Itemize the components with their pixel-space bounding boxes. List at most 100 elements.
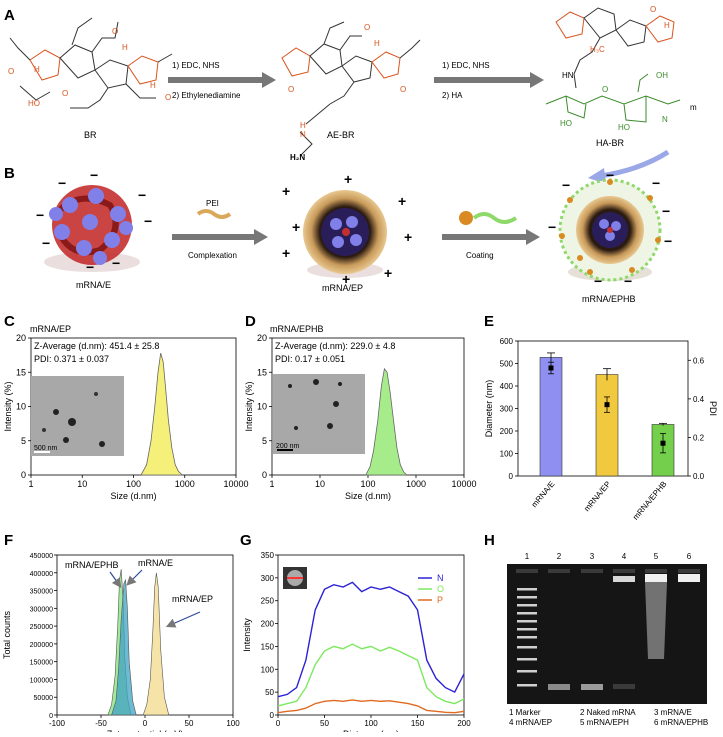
svg-text:−: − (138, 187, 146, 203)
svg-text:+: + (384, 265, 392, 281)
svg-text:−: − (90, 167, 98, 183)
y-tick-label: 250 (261, 597, 275, 606)
y-tick-label: 100 (261, 665, 275, 674)
svg-text:+: + (342, 271, 350, 287)
line-series-o (277, 643, 465, 707)
x-tick-label: -50 (95, 719, 107, 728)
pei-label: PEI (206, 199, 219, 208)
step1-line2: 2) Ethylenediamine (172, 91, 241, 100)
x-tick-label: 10000 (451, 479, 476, 489)
svg-text:N: N (300, 130, 306, 139)
y-tick-label: 0 (509, 472, 514, 481)
br-molecule (9, 17, 173, 109)
label-mrna-ephb: mRNA/EPHB (65, 560, 119, 570)
svg-text:−: − (606, 167, 614, 183)
panel-letter-h: H (484, 532, 495, 549)
y-tick-label: 300000 (30, 606, 53, 613)
band-faint-lane4 (613, 684, 635, 689)
pdi-text: PDI: 0.371 ± 0.037 (34, 354, 109, 364)
legend-item: 3 mRNA/E (654, 708, 692, 717)
arrow-e (126, 569, 143, 586)
y-tick-label: 300 (500, 405, 514, 414)
x-tick-label: -100 (49, 719, 66, 728)
well (678, 569, 700, 573)
ha-br-label: HA-BR (596, 138, 625, 148)
y-tick-label: 100 (500, 450, 514, 459)
y-tick-label: 150 (261, 642, 275, 651)
svg-text:OH: OH (656, 71, 668, 80)
svg-text:−: − (652, 175, 660, 191)
reaction-arrow-2-head (530, 72, 544, 88)
y-tick-label: 600 (500, 337, 514, 346)
svg-text:−: − (144, 213, 152, 229)
svg-text:H: H (122, 43, 128, 52)
lane-number: 6 (687, 552, 692, 561)
arrow-ephb (109, 571, 122, 588)
legend-item: 2 Naked mRNA (580, 708, 636, 717)
x-tick-label: 1000 (406, 479, 426, 489)
z-average-text: Z-Average (d.nm): 229.0 ± 4.8 (275, 341, 395, 351)
svg-text:H₃C: H₃C (590, 45, 605, 54)
coating-label: Coating (466, 251, 494, 260)
well (581, 569, 603, 573)
legend-label: O (437, 584, 444, 594)
y-axis-label: Intensity (%) (3, 381, 13, 431)
svg-text:−: − (548, 219, 556, 235)
svg-text:H: H (34, 65, 40, 74)
line-series-n (277, 581, 465, 698)
y-tick-label: 0 (262, 470, 267, 480)
scale-bar-c: 500 nm (34, 445, 58, 452)
complexation-label: Complexation (188, 251, 237, 260)
svg-text:+: + (282, 183, 290, 199)
y-axis-label: Total counts (2, 610, 12, 659)
bar (539, 357, 563, 477)
legend-label: N (437, 573, 444, 583)
ladder-band (517, 588, 537, 591)
x-tick-label: 10 (315, 479, 325, 489)
legend-item: 1 Marker (509, 708, 541, 717)
ladder-band (517, 596, 537, 599)
y-tick-label: 200 (500, 427, 514, 436)
y-axis-label: Diameter (nm) (484, 380, 494, 438)
y-tick-label: 5 (21, 436, 26, 446)
mrna-ephb-charges: −− −− −− − − (548, 167, 672, 289)
well (613, 569, 635, 573)
label-mrna-e: mRNA/E (138, 558, 173, 568)
svg-text:HO: HO (28, 99, 40, 108)
panel-letter-e: E (484, 313, 494, 330)
y-tick-label: 0 (49, 713, 53, 720)
y-tick-label: 50000 (34, 695, 54, 702)
category-label: mRNA/E (530, 480, 557, 510)
svg-text:−: − (662, 203, 670, 219)
svg-text:+: + (398, 193, 406, 209)
svg-text:N: N (662, 115, 668, 124)
x-axis-label: Size (d.nm) (345, 491, 391, 501)
complexation-arrow-head (254, 229, 268, 245)
reaction-arrow-1-head (262, 72, 276, 88)
y-tick-label: 400000 (30, 571, 53, 578)
lane-number: 2 (557, 552, 562, 561)
y-tick-label: 15 (16, 367, 26, 377)
band-mrna-e (581, 684, 603, 690)
br-label: BR (84, 130, 97, 140)
well (516, 569, 538, 573)
x-axis-label: Size (d.nm) (110, 491, 156, 501)
ladder-band (517, 646, 537, 649)
zeta-peak-mrna-ep (142, 572, 170, 716)
x-tick-label: 0 (276, 719, 281, 728)
lane-number: 5 (654, 552, 659, 561)
svg-text:O: O (288, 85, 294, 94)
ha-br-molecule (545, 7, 681, 123)
size-distribution-chart-c: 1 10 100 1000 10000 0 5 10 15 20 Size (d.nm) Intens… (3, 333, 249, 501)
pdi-point (548, 365, 554, 371)
mrna-e-charges: − − −− −− − − (36, 167, 152, 275)
x-tick-label: 200 (457, 719, 471, 728)
lane-number: 1 (525, 552, 530, 561)
h2n-label: H₂N (290, 153, 305, 162)
y2-axis-label: PDI (708, 401, 718, 416)
y-tick-label: 5 (262, 436, 267, 446)
panel-d-sample: mRNA/EPHB (270, 324, 324, 334)
zeta-peak-mrna-e (111, 578, 137, 716)
line-scan-chart: 050100150200050100150200250300350Distanc… (242, 551, 471, 737)
y-tick-label: 150000 (30, 660, 53, 667)
